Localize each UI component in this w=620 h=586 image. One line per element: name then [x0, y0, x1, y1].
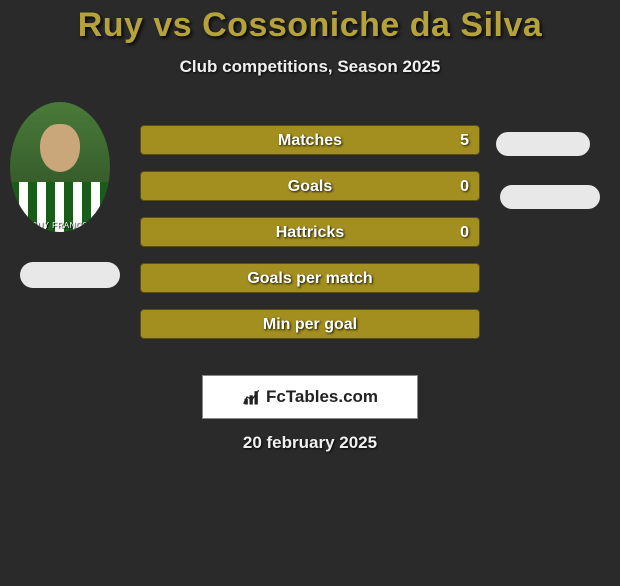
brand-text: FcTables.com — [266, 387, 378, 407]
player-right-pill-1 — [496, 132, 590, 156]
player-left-caption: RUY FRANCO — [10, 221, 110, 230]
stat-value: 5 — [460, 126, 469, 156]
stat-value: 0 — [460, 218, 469, 248]
stat-label: Min per goal — [141, 310, 479, 340]
comparison-panel: RUY FRANCO Matches 5 Goals 0 Hattricks 0… — [0, 107, 620, 367]
stat-label: Matches — [141, 126, 479, 156]
stat-label: Goals per match — [141, 264, 479, 294]
stat-bars: Matches 5 Goals 0 Hattricks 0 Goals per … — [140, 125, 480, 355]
player-left-pill — [20, 262, 120, 288]
player-left-photo: RUY FRANCO — [10, 102, 110, 232]
stat-value: 0 — [460, 172, 469, 202]
stat-label: Hattricks — [141, 218, 479, 248]
date-text: 20 february 2025 — [0, 433, 620, 453]
page-title: Ruy vs Cossoniche da Silva — [0, 6, 620, 45]
stat-bar-min-per-goal: Min per goal — [140, 309, 480, 339]
player-right-pill-2 — [500, 185, 600, 209]
stat-bar-matches: Matches 5 — [140, 125, 480, 155]
stat-label: Goals — [141, 172, 479, 202]
stat-bar-goals: Goals 0 — [140, 171, 480, 201]
bar-chart-icon — [242, 387, 262, 407]
brand-badge: FcTables.com — [202, 375, 418, 419]
stat-bar-goals-per-match: Goals per match — [140, 263, 480, 293]
stat-bar-hattricks: Hattricks 0 — [140, 217, 480, 247]
subtitle: Club competitions, Season 2025 — [0, 57, 620, 77]
